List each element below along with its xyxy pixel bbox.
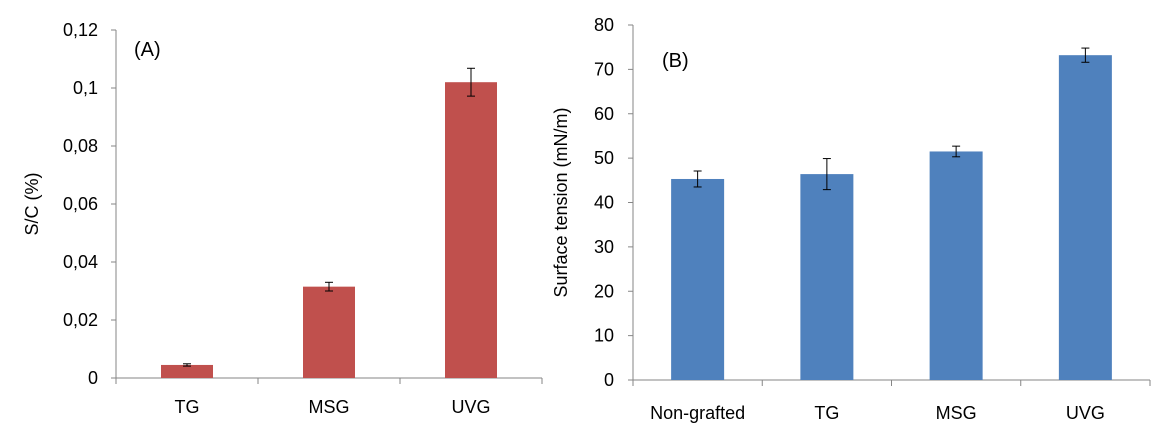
- y-tick-label: 0,04: [63, 252, 98, 272]
- x-category-label: Non-grafted: [650, 403, 745, 423]
- panel-label: (A): [134, 39, 161, 61]
- chart-panel-a: 0 0,02 0,04 0,06 0,08 0,1 0,12 TG MSG UVG S/C (%) (…: [22, 20, 543, 417]
- x-category-label: MSG: [936, 403, 977, 423]
- y-axis-title: Surface tension (mN/m): [551, 107, 571, 297]
- y-tick-label: 80: [594, 15, 614, 35]
- x-category-label: TG: [814, 403, 839, 423]
- bar-non-grafted: [671, 178, 725, 380]
- bar-msg: [929, 151, 983, 380]
- y-tick-label: 0,02: [63, 310, 98, 330]
- y-tick-label: 70: [594, 59, 614, 79]
- y-tick-label: 10: [594, 326, 614, 346]
- y-tick-label: 0: [88, 368, 98, 388]
- y-tick-label: 20: [594, 281, 614, 301]
- y-tick-label: 50: [594, 148, 614, 168]
- bar-tg: [800, 174, 854, 380]
- chart-panel-b: 0 10 20 30 40 50 60 70 80 Non-grafted TG MSG UVG Surf…: [551, 15, 1151, 423]
- y-tick-label: 0,06: [63, 194, 98, 214]
- y-tick-label: 40: [594, 193, 614, 213]
- bar-uvg: [1058, 55, 1112, 381]
- y-tick-label: 30: [594, 237, 614, 257]
- x-category-label: MSG: [308, 397, 349, 417]
- y-tick-label: 0,12: [63, 20, 98, 40]
- x-category-label: UVG: [1066, 403, 1105, 423]
- panel-label: (B): [662, 50, 689, 72]
- y-tick-label: 0: [604, 370, 614, 390]
- y-tick-label: 0,1: [73, 78, 98, 98]
- bar-tg: [161, 364, 213, 378]
- x-category-label: TG: [175, 397, 200, 417]
- bar-msg: [303, 286, 355, 378]
- x-category-label: UVG: [451, 397, 490, 417]
- y-axis-title: S/C (%): [22, 173, 42, 236]
- y-tick-label: 60: [594, 104, 614, 124]
- y-tick-label: 0,08: [63, 136, 98, 156]
- bar-uvg: [445, 82, 497, 378]
